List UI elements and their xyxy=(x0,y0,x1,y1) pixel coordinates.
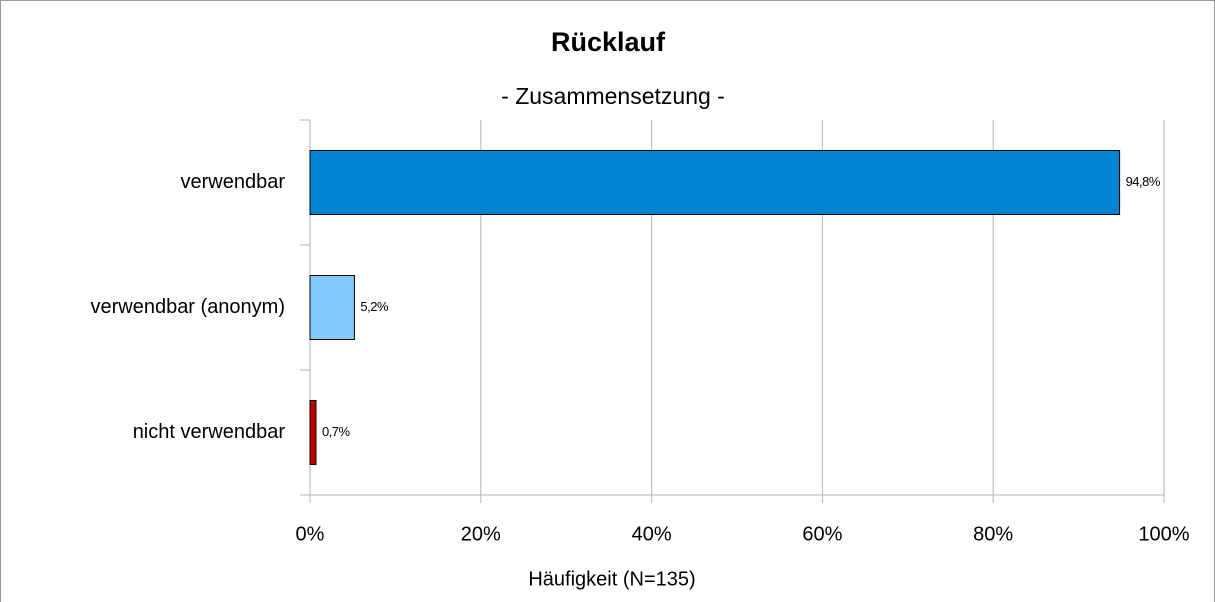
data-label: 94,8% xyxy=(1126,174,1161,189)
x-tick-label: 20% xyxy=(461,523,501,545)
bar xyxy=(309,275,355,340)
y-tick-label: verwendbar xyxy=(180,171,285,193)
data-label: 0,7% xyxy=(322,424,351,439)
x-tick-label: 100% xyxy=(1138,523,1189,545)
x-axis-label: Häufigkeit (N=135) xyxy=(528,568,695,590)
chart-subtitle: - Zusammensetzung - xyxy=(501,83,725,109)
y-tick-label: verwendbar (anonym) xyxy=(90,296,285,318)
x-tick-label: 40% xyxy=(632,523,672,545)
bar xyxy=(309,400,317,465)
x-tick-label: 0% xyxy=(296,523,325,545)
x-tick-label: 60% xyxy=(802,523,842,545)
chart-title: Rücklauf xyxy=(551,27,666,57)
data-label: 5,2% xyxy=(360,299,389,314)
x-tick-label: 80% xyxy=(973,523,1013,545)
bar xyxy=(309,150,1121,215)
y-tick-label: nicht verwendbar xyxy=(133,421,286,443)
